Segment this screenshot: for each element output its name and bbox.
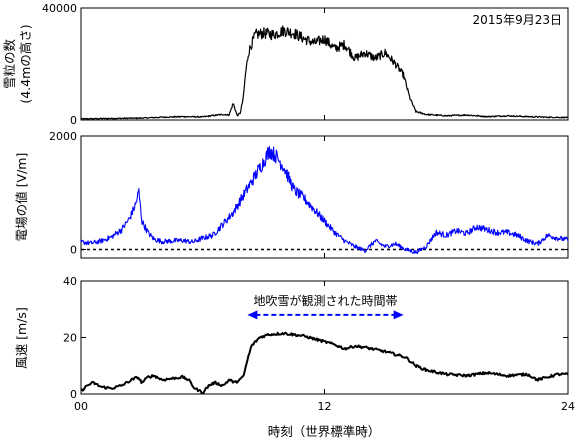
wind-x-ticks: 00 12 24	[74, 281, 575, 413]
x-axis-title: 時刻（世界標準時）	[268, 424, 381, 439]
drifting-snow-annotation: 地吹雪が観測された時間帯	[254, 293, 398, 308]
electric-field-panel: 0 2000 電場の値 [V/m]	[14, 130, 569, 259]
snow-ylabel-line1: 雪粒の数	[2, 39, 17, 90]
x-tick-label: 12	[318, 400, 332, 413]
date-label: 2015年9月23日	[473, 13, 562, 27]
x-tick-label: 00	[74, 400, 88, 413]
y-tick-label: 0	[70, 114, 77, 127]
y-tick-label: 40000	[42, 2, 77, 15]
y-tick-label: 40	[63, 275, 77, 288]
wind-y-ticks: 0 20 40	[63, 275, 568, 401]
arrow-head-left	[247, 310, 258, 320]
x-tick-label: 24	[561, 400, 575, 413]
snow-particle-panel: 0 40000 2015年9月23日 雪粒の数 (4.4mの高さ)	[2, 2, 569, 127]
arrow-head-right	[393, 310, 404, 320]
wind-series-line	[80, 331, 569, 395]
efield-x-ticks	[80, 136, 569, 258]
y-tick-label: 2000	[49, 130, 77, 143]
snow-ylabel-line2: (4.4mの高さ)	[18, 24, 33, 103]
efield-ylabel: 電場の値 [V/m]	[14, 153, 29, 242]
snow-series-line	[80, 25, 569, 120]
y-tick-label: 20	[63, 332, 77, 345]
y-tick-label: 0	[70, 243, 77, 256]
y-tick-label: 0	[70, 388, 77, 401]
wind-ylabel: 風速 [m/s]	[14, 307, 29, 369]
efield-series-line	[80, 145, 569, 254]
wind-speed-panel: 0 20 40 00 12 24 地吹雪が観測された時間帯 風速 [m/s] 時刻（世界…	[14, 275, 575, 439]
snow-y-ticks: 0 40000	[42, 2, 568, 127]
